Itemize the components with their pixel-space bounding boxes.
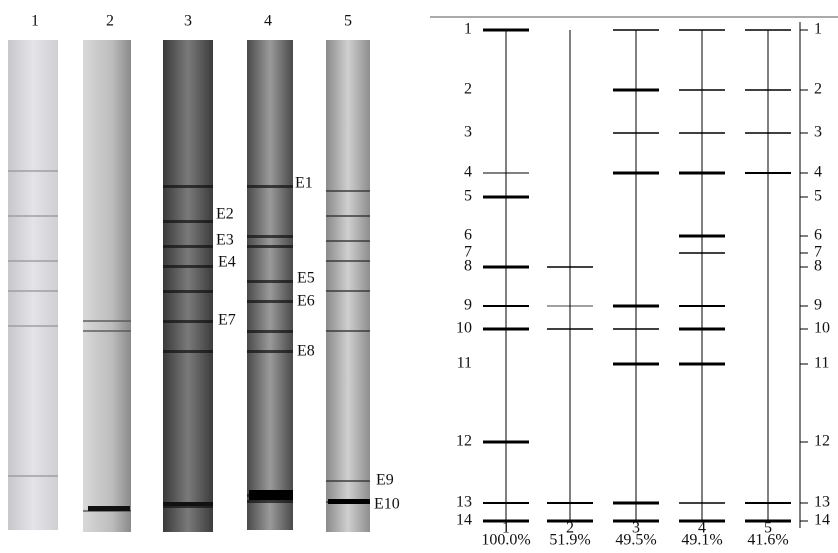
gel-band [163,290,213,293]
gel-lane [163,40,213,532]
gel-band [8,215,58,217]
gel-band [163,320,213,323]
gel-band [163,502,213,506]
gel-lane [247,40,293,530]
band-label: E8 [297,343,315,360]
band-label: E6 [297,293,315,310]
gel-band [8,290,58,292]
lane-number: 3 [632,520,640,537]
similarity: 41.6% [747,532,788,548]
band-number: 13 [814,494,830,511]
lane-number: 2 [566,520,574,537]
band-number: 12 [814,433,830,450]
gel-band [88,506,130,511]
lane-label: 4 [264,13,272,30]
gel-lane [326,40,370,532]
lane-number: 5 [764,520,772,537]
gel-band [249,490,293,500]
band-number: 14 [456,512,472,529]
gel-band [326,330,370,332]
band-number: 5 [814,188,822,205]
gel-band [247,235,293,238]
band-label: E4 [218,254,236,271]
lane-label: 1 [31,13,39,30]
gel-band [83,320,131,322]
gel-band [83,330,131,332]
band-number: 6 [814,227,822,244]
gel-band [326,480,370,482]
gel-band [163,220,213,223]
band-number: 12 [456,433,472,450]
gel-image [8,40,370,532]
gel-band [163,265,213,268]
gel-lane [83,40,131,532]
band-label: E3 [216,232,234,249]
lane-number: 4 [698,520,706,537]
lane-label: 3 [184,13,192,30]
band-number: 3 [814,124,822,141]
band-number: 7 [464,244,472,261]
gel-band [326,290,370,292]
similarity: 49.1% [681,532,722,548]
band-number: 7 [814,244,822,261]
band-label: E1 [295,175,313,192]
band-number: 11 [814,355,829,372]
band-number: 9 [464,297,472,314]
gel-band [163,505,213,508]
gel-band [8,325,58,327]
band-number: 8 [464,258,472,275]
gel-band [247,300,293,303]
gel-band [326,215,370,217]
band-number: 1 [814,21,822,38]
similarity: 51.9% [549,532,590,548]
gel-band [8,260,58,262]
similarity: 100.0% [481,532,530,548]
gel-band [8,170,58,172]
gel-band [326,190,370,192]
band-label: E7 [218,312,236,329]
band-number: 14 [814,512,830,529]
gel-band [247,280,293,283]
gel-band [247,330,293,333]
band-number: 2 [814,81,822,98]
band-label: E9 [376,472,394,489]
band-number: 13 [456,494,472,511]
band-label: E10 [374,496,400,513]
gel-lane [8,40,58,530]
lane-label: 5 [344,13,352,30]
gel-band [163,245,213,248]
gel-band [247,500,293,503]
gel-band [328,499,370,504]
band-number: 2 [464,81,472,98]
gel-band [163,185,213,188]
gel-band [247,350,293,353]
band-number: 8 [814,258,822,275]
gel-band [247,185,293,188]
lane-label: 2 [106,13,114,30]
band-label: E2 [216,206,234,223]
band-label: E5 [297,270,315,287]
gel-band [326,240,370,242]
band-number: 3 [464,124,472,141]
band-number: 9 [814,297,822,314]
lane-number: 1 [502,520,510,537]
similarity: 49.5% [615,532,656,548]
gel-band [8,475,58,477]
gel-band [247,245,293,248]
band-number: 1 [464,21,472,38]
band-number: 10 [456,320,472,337]
gel-band [163,350,213,353]
band-number: 11 [457,355,472,372]
band-number: 10 [814,320,830,337]
band-number: 5 [464,188,472,205]
gel-band [326,260,370,262]
band-number: 4 [814,164,822,181]
band-number: 6 [464,227,472,244]
band-number: 4 [464,164,472,181]
